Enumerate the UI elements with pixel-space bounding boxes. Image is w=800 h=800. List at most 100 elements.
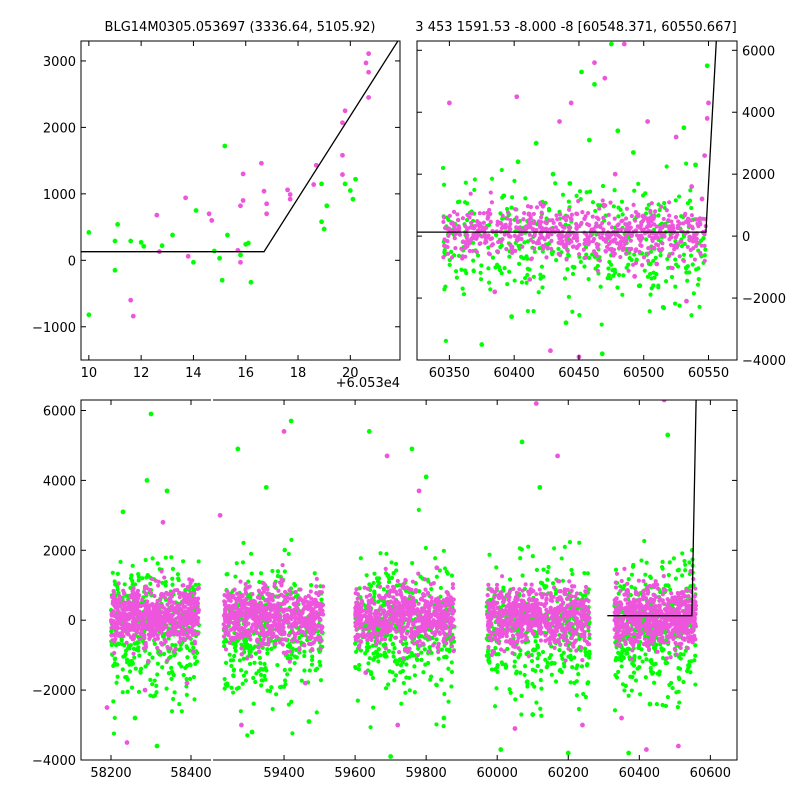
data-point bbox=[370, 643, 376, 648]
data-point bbox=[256, 603, 261, 609]
data-point bbox=[447, 647, 452, 652]
data-point bbox=[582, 264, 587, 269]
data-point bbox=[443, 338, 448, 343]
data-point bbox=[468, 238, 473, 244]
data-point bbox=[441, 618, 446, 623]
data-point bbox=[121, 600, 127, 605]
data-point bbox=[412, 673, 418, 678]
data-point bbox=[391, 616, 396, 621]
data-point bbox=[436, 616, 441, 621]
data-point bbox=[181, 672, 186, 678]
data-point bbox=[667, 213, 672, 218]
data-point bbox=[508, 690, 513, 695]
data-point bbox=[639, 243, 644, 249]
data-point bbox=[586, 137, 592, 143]
data-point bbox=[376, 610, 381, 615]
data-point bbox=[633, 228, 639, 233]
data-point bbox=[489, 667, 495, 672]
data-point bbox=[493, 645, 498, 651]
data-point bbox=[582, 570, 587, 576]
x-tick-label: 60350 bbox=[429, 366, 470, 381]
data-point bbox=[178, 613, 183, 618]
data-point bbox=[130, 589, 135, 594]
data-point bbox=[507, 269, 512, 274]
data-point bbox=[391, 650, 396, 655]
data-point bbox=[453, 246, 458, 251]
data-point bbox=[471, 226, 477, 231]
data-point bbox=[527, 232, 532, 237]
data-point bbox=[407, 614, 412, 619]
model-line bbox=[417, 41, 717, 233]
data-point bbox=[342, 181, 348, 187]
data-point bbox=[562, 225, 567, 230]
data-point bbox=[238, 668, 244, 673]
data-point bbox=[169, 612, 174, 617]
data-point bbox=[647, 309, 652, 314]
data-point bbox=[535, 643, 540, 648]
data-point bbox=[255, 637, 260, 642]
data-point bbox=[376, 615, 381, 621]
data-point bbox=[191, 622, 197, 627]
y-tick-label: 2000 bbox=[742, 168, 775, 183]
data-point bbox=[502, 265, 507, 271]
data-point bbox=[654, 242, 659, 247]
data-point bbox=[561, 215, 566, 220]
data-point bbox=[652, 235, 657, 241]
data-point bbox=[179, 626, 184, 631]
data-point bbox=[450, 582, 456, 587]
data-point bbox=[289, 537, 294, 543]
data-point bbox=[136, 609, 141, 615]
data-point bbox=[603, 239, 608, 244]
data-point bbox=[689, 205, 694, 211]
data-point bbox=[170, 576, 175, 581]
data-point bbox=[515, 219, 520, 224]
data-point bbox=[610, 268, 615, 273]
data-point bbox=[229, 606, 234, 611]
data-point bbox=[243, 590, 249, 595]
data-point bbox=[224, 594, 230, 599]
data-point bbox=[172, 618, 178, 623]
y-tick-label: 6000 bbox=[742, 44, 775, 59]
data-point bbox=[319, 181, 324, 187]
data-point bbox=[232, 587, 237, 592]
data-point bbox=[187, 627, 192, 632]
data-point bbox=[152, 593, 157, 599]
data-point bbox=[185, 253, 191, 259]
data-point bbox=[271, 631, 276, 636]
data-point bbox=[522, 664, 528, 669]
data-point bbox=[510, 650, 515, 656]
data-point bbox=[243, 678, 249, 683]
data-point bbox=[651, 227, 657, 232]
data-point bbox=[152, 678, 157, 683]
data-point bbox=[443, 625, 448, 630]
data-point bbox=[353, 608, 359, 613]
data-point bbox=[479, 263, 484, 268]
data-point bbox=[518, 670, 523, 675]
data-point bbox=[399, 617, 404, 622]
data-point bbox=[538, 677, 543, 683]
data-point bbox=[158, 649, 163, 655]
data-point bbox=[557, 221, 563, 226]
data-point bbox=[416, 614, 421, 619]
data-point bbox=[185, 613, 191, 618]
data-point bbox=[570, 309, 575, 314]
data-point bbox=[285, 672, 290, 677]
data-point bbox=[444, 589, 449, 595]
data-point bbox=[600, 183, 606, 189]
data-point bbox=[144, 600, 149, 605]
data-point bbox=[403, 647, 408, 652]
data-point bbox=[635, 224, 640, 229]
data-point bbox=[383, 686, 389, 691]
data-point bbox=[507, 234, 512, 239]
data-point bbox=[441, 243, 447, 248]
data-point bbox=[441, 255, 446, 260]
data-point bbox=[231, 593, 236, 598]
data-point bbox=[313, 668, 318, 673]
data-point bbox=[365, 638, 370, 643]
data-point bbox=[115, 607, 120, 612]
data-point bbox=[505, 282, 510, 287]
data-point bbox=[184, 644, 189, 649]
data-point bbox=[449, 573, 455, 578]
data-point bbox=[307, 668, 312, 673]
data-point bbox=[681, 252, 687, 257]
